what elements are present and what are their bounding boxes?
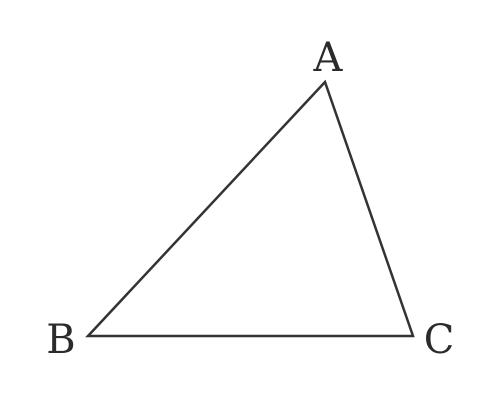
vertex-label-a: A: [313, 35, 344, 81]
vertex-label-b: B: [46, 317, 75, 363]
triangle-abc: [85, 79, 415, 338]
vertex-label-c: C: [424, 317, 455, 363]
